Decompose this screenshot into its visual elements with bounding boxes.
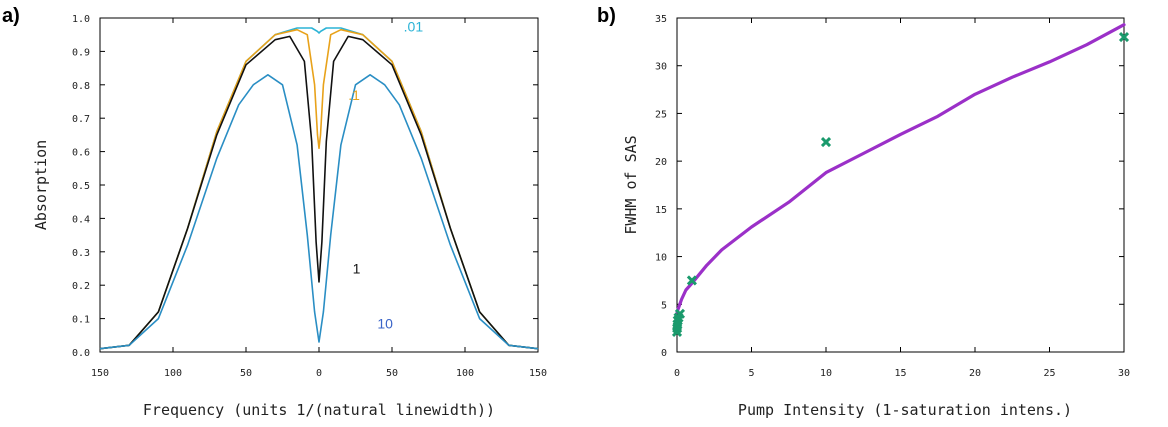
chart-b-data-point: [686, 275, 697, 286]
chart-a-x-tick-label: 50: [240, 368, 252, 379]
chart-b-data-point-stroke: [1118, 32, 1130, 43]
chart-a-y-tick-label: 0.8: [72, 81, 90, 92]
chart-b-y-tick-label: 35: [655, 14, 667, 25]
chart-a-x-tick-label: 0: [316, 368, 322, 379]
chart-a-x-tick-label: 100: [456, 368, 474, 379]
chart-b-data-point-stroke: [686, 275, 697, 286]
chart-b-x-tick-label: 30: [1118, 368, 1130, 379]
chart-a-x-tick-label: 50: [386, 368, 398, 379]
panel-a-label: a): [2, 5, 20, 27]
chart-b-y-tick-label: 20: [655, 157, 667, 168]
chart-b-y-tick-label: 15: [655, 205, 667, 216]
chart-b: b) 0 5 10 15 20 25 30 0 5 10 15 20 25 30 35 Pump Inten…: [597, 5, 1130, 419]
chart-a-y-axis-label: Absorption: [32, 140, 50, 230]
chart-a-y-tick-label: 0.5: [72, 181, 90, 192]
chart-b-y-tick-label: 25: [655, 109, 667, 120]
chart-b-fit-curve: [675, 23, 1126, 314]
chart-a-y-tick-label: 0.2: [72, 281, 90, 292]
chart-a-y-tick-label: 0.3: [72, 248, 90, 259]
chart-b-x-tick-label: 10: [820, 368, 832, 379]
chart-a-series-line-10: [99, 74, 539, 350]
chart-a-y-tick-label: 0.1: [72, 315, 90, 326]
chart-b-x-axis-label: Pump Intensity (1-saturation intens.): [738, 401, 1072, 419]
chart-a-series-line-1: [99, 35, 539, 350]
chart-b-x-tick-label: 5: [748, 368, 754, 379]
chart-b-x-tick-label: 0: [674, 368, 680, 379]
chart-a-x-tick-label: 150: [91, 368, 109, 379]
chart-a-curve-label: 10: [377, 316, 393, 332]
chart-a-y-tick-label: 0.4: [72, 214, 90, 225]
chart-a-y-tick-label: 0.7: [72, 114, 90, 125]
chart-a-y-tick-label: 1.0: [72, 14, 90, 25]
chart-a-y-tick-label: 0.9: [72, 47, 90, 58]
chart-a-curve-label: 1: [353, 261, 361, 277]
chart-a-x-axis-label: Frequency (units 1/(natural linewidth)): [143, 401, 495, 419]
chart-a-y-tick-label: 0.6: [72, 148, 90, 159]
chart-b-y-tick-label: 30: [655, 62, 667, 73]
chart-b-x-tick-label: 20: [969, 368, 981, 379]
chart-b-plot-frame: [676, 17, 1125, 353]
chart-b-data-point: [1118, 32, 1130, 43]
chart-b-y-tick-label: 0: [661, 348, 667, 359]
chart-b-data-point: [674, 308, 686, 319]
chart-a-y-tick-label: 0.0: [72, 348, 90, 359]
chart-b-y-axis-label: FWHM of SAS: [622, 135, 640, 234]
chart-b-data-point-stroke: [674, 308, 686, 319]
chart-a: a) 150 100 50 0 50 100 1500.00.10.20.30.40.50.…: [2, 5, 547, 419]
chart-a-x-tick-label: 150: [529, 368, 547, 379]
chart-b-x-tick-label: 25: [1043, 368, 1055, 379]
chart-a-curve-label: .01: [404, 18, 424, 34]
chart-a-x-tick-label: 100: [164, 368, 182, 379]
panel-b-label: b): [597, 5, 616, 27]
chart-b-data-point: [820, 136, 832, 148]
chart-b-x-tick-label: 15: [894, 368, 906, 379]
chart-b-y-tick-label: 5: [661, 300, 667, 311]
chart-a-curve-label: .1: [348, 87, 360, 103]
chart-b-y-tick-label: 10: [655, 253, 667, 264]
chart-b-data-point-stroke: [820, 136, 832, 148]
